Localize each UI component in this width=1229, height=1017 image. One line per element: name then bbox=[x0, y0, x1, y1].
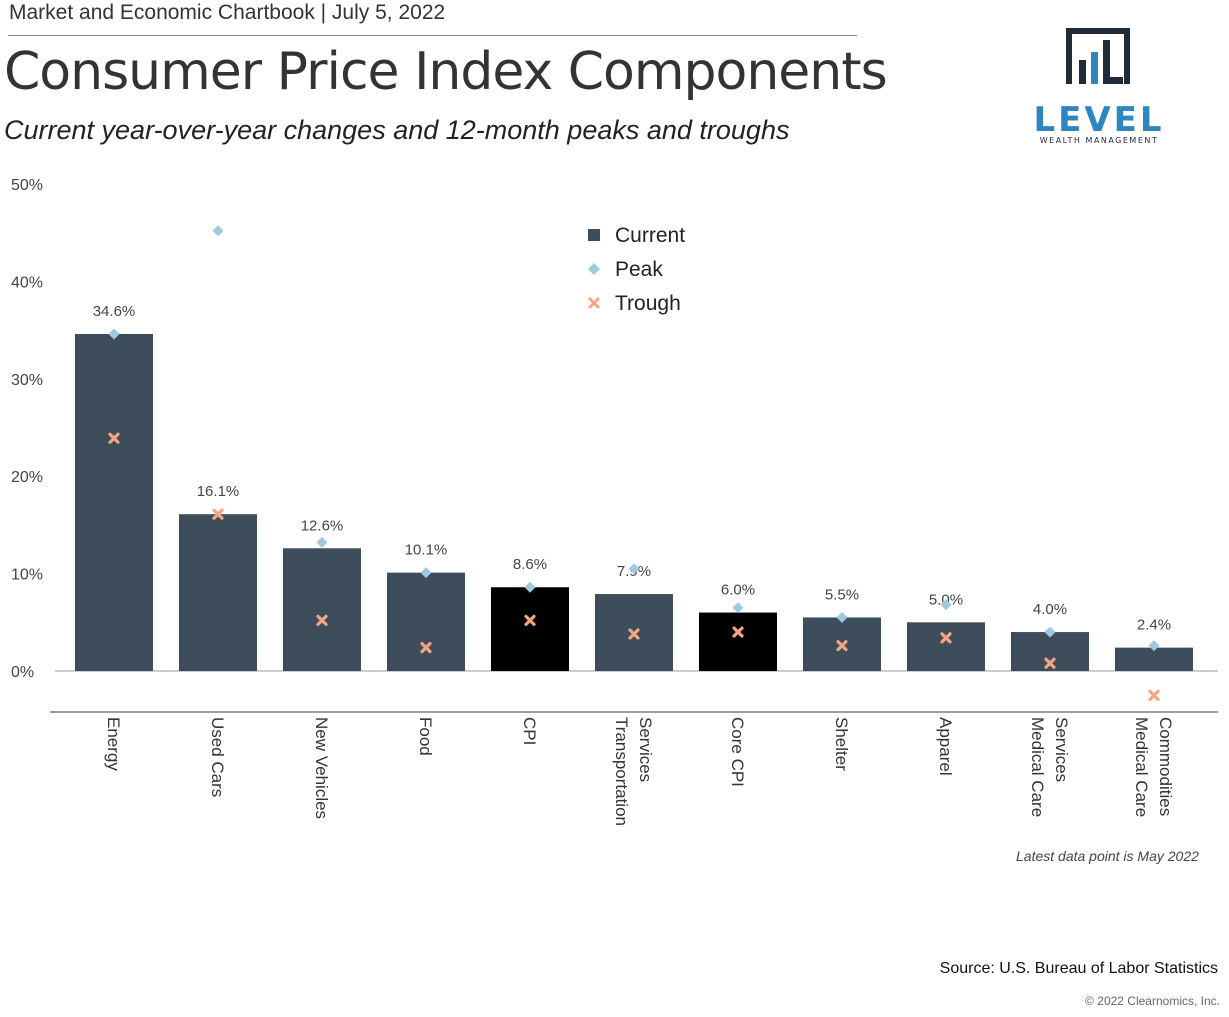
category-label: New Vehicles bbox=[312, 717, 331, 819]
category-label-line: Transportation bbox=[612, 717, 631, 826]
category-label: Medical Care Services bbox=[1028, 717, 1071, 817]
category-label-line: Commodities bbox=[1156, 717, 1175, 816]
legend-label: Current bbox=[615, 224, 685, 247]
data-label: 8.6% bbox=[513, 556, 547, 573]
peak-marker bbox=[940, 599, 952, 611]
category-label-line: Apparel bbox=[936, 717, 955, 776]
category-label: Transportation Services bbox=[612, 717, 655, 826]
category-label: Core CPI bbox=[728, 717, 747, 787]
category-label-line: New Vehicles bbox=[312, 717, 331, 819]
data-label: 4.0% bbox=[1033, 601, 1067, 618]
peak-marker bbox=[836, 611, 848, 623]
trough-marker bbox=[316, 614, 328, 626]
level-logo-icon bbox=[1066, 28, 1130, 84]
category-label-line: Food bbox=[416, 717, 435, 756]
data-label: 16.1% bbox=[197, 483, 240, 500]
data-note: Latest data point is May 2022 bbox=[1016, 848, 1199, 864]
peak-marker bbox=[212, 225, 224, 237]
bar-current bbox=[1115, 647, 1193, 671]
category-label: Apparel bbox=[936, 717, 955, 776]
trough-marker bbox=[940, 632, 952, 644]
trough-marker bbox=[524, 614, 536, 626]
category-label: CPI bbox=[520, 717, 539, 745]
copyright: © 2022 Clearnomics, Inc. bbox=[1085, 994, 1220, 1008]
header-divider bbox=[8, 35, 857, 36]
page-title: Consumer Price Index Components bbox=[4, 42, 888, 102]
logo-wordmark: LEVEL bbox=[1033, 100, 1165, 140]
cpi-components-chart: 0% 10% 20% 30% 40% 50% 34.6% Energy 16.1% Used Ca… bbox=[11, 177, 1218, 826]
peak-marker bbox=[108, 328, 120, 340]
category-label-line: Energy bbox=[104, 717, 123, 771]
y-tick-label: 10% bbox=[11, 567, 43, 584]
bar-current bbox=[283, 548, 361, 671]
legend-label: Trough bbox=[615, 292, 681, 315]
data-label: 34.6% bbox=[93, 303, 136, 320]
category-label-line: Medical Care bbox=[1132, 717, 1151, 817]
trough-marker bbox=[628, 628, 640, 640]
category-label-line: Core CPI bbox=[728, 717, 747, 787]
trough-marker bbox=[108, 432, 120, 444]
page-subtitle: Current year-over-year changes and 12-mo… bbox=[4, 115, 790, 145]
legend-swatch-current bbox=[588, 229, 600, 241]
bar-current bbox=[907, 622, 985, 671]
peak-marker bbox=[732, 602, 744, 614]
category-label-line: Services bbox=[1052, 717, 1071, 782]
data-label: 12.6% bbox=[301, 517, 344, 534]
y-tick-label: 30% bbox=[11, 372, 43, 389]
category-label: Used Cars bbox=[208, 717, 227, 797]
source-note: Source: U.S. Bureau of Labor Statistics bbox=[939, 960, 1218, 977]
trough-marker bbox=[732, 626, 744, 638]
trough-marker bbox=[212, 508, 224, 520]
bar-current bbox=[491, 587, 569, 671]
peak-marker bbox=[420, 567, 432, 579]
legend-swatch-trough bbox=[588, 297, 600, 309]
chartbook-header: Market and Economic Chartbook | July 5, … bbox=[9, 1, 446, 24]
category-label: Medical Care Commodities bbox=[1132, 717, 1175, 817]
category-label: Shelter bbox=[832, 717, 851, 771]
trough-marker bbox=[1148, 689, 1160, 701]
category-label-line: Used Cars bbox=[208, 717, 227, 797]
category-label-line: CPI bbox=[520, 717, 539, 745]
bar-current bbox=[75, 333, 153, 671]
legend-swatch-peak bbox=[588, 263, 600, 275]
category-label-line: Shelter bbox=[832, 717, 851, 771]
y-tick-label: 40% bbox=[11, 274, 43, 291]
bar-current bbox=[699, 612, 777, 671]
category-label: Food bbox=[416, 717, 435, 756]
trough-marker bbox=[836, 640, 848, 652]
trough-marker bbox=[1044, 657, 1056, 669]
data-label: 2.4% bbox=[1137, 617, 1171, 634]
data-label: 10.1% bbox=[405, 542, 448, 559]
data-label: 5.5% bbox=[825, 586, 859, 603]
y-tick-label: 20% bbox=[11, 469, 43, 486]
category-label: Energy bbox=[104, 717, 123, 771]
logo-subtitle: WEALTH MANAGEMENT bbox=[1039, 136, 1159, 145]
peak-marker bbox=[524, 581, 536, 593]
bar-current bbox=[179, 514, 257, 671]
data-label: 6.0% bbox=[721, 582, 755, 599]
trough-marker bbox=[420, 642, 432, 654]
category-label-line: Services bbox=[636, 717, 655, 782]
peak-marker bbox=[1148, 640, 1160, 652]
bar-current bbox=[387, 572, 465, 671]
y-tick-label: 50% bbox=[11, 177, 43, 194]
peak-marker bbox=[628, 563, 640, 575]
peak-marker bbox=[316, 536, 328, 548]
category-label-line: Medical Care bbox=[1028, 717, 1047, 817]
legend-label: Peak bbox=[615, 258, 663, 281]
y-tick-label: 0% bbox=[11, 664, 34, 681]
peak-marker bbox=[1044, 626, 1056, 638]
